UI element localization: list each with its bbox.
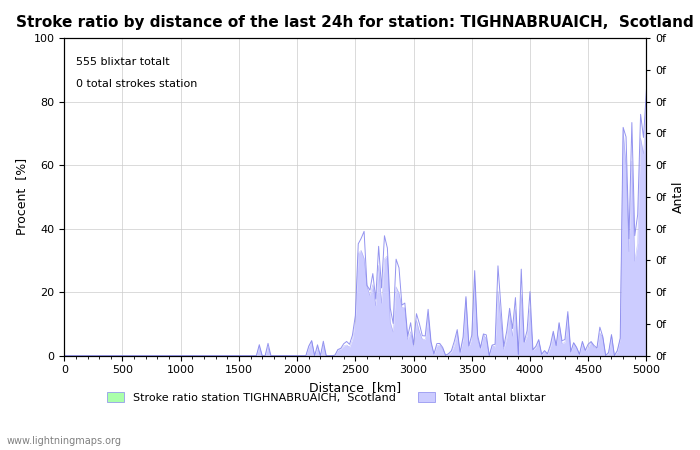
- Y-axis label: Antal: Antal: [672, 180, 685, 213]
- Text: 555 blixtar totalt: 555 blixtar totalt: [76, 57, 169, 67]
- Text: www.lightningmaps.org: www.lightningmaps.org: [7, 436, 122, 446]
- X-axis label: Distance  [km]: Distance [km]: [309, 381, 401, 394]
- Y-axis label: Procent  [%]: Procent [%]: [15, 158, 28, 235]
- Legend: Stroke ratio station TIGHNABRUAICH,  Scotland, Totalt antal blixtar: Stroke ratio station TIGHNABRUAICH, Scot…: [103, 387, 550, 407]
- Title: Stroke ratio by distance of the last 24h for station: TIGHNABRUAICH,  Scotland: Stroke ratio by distance of the last 24h…: [17, 15, 694, 30]
- Text: 0 total strokes station: 0 total strokes station: [76, 79, 197, 90]
